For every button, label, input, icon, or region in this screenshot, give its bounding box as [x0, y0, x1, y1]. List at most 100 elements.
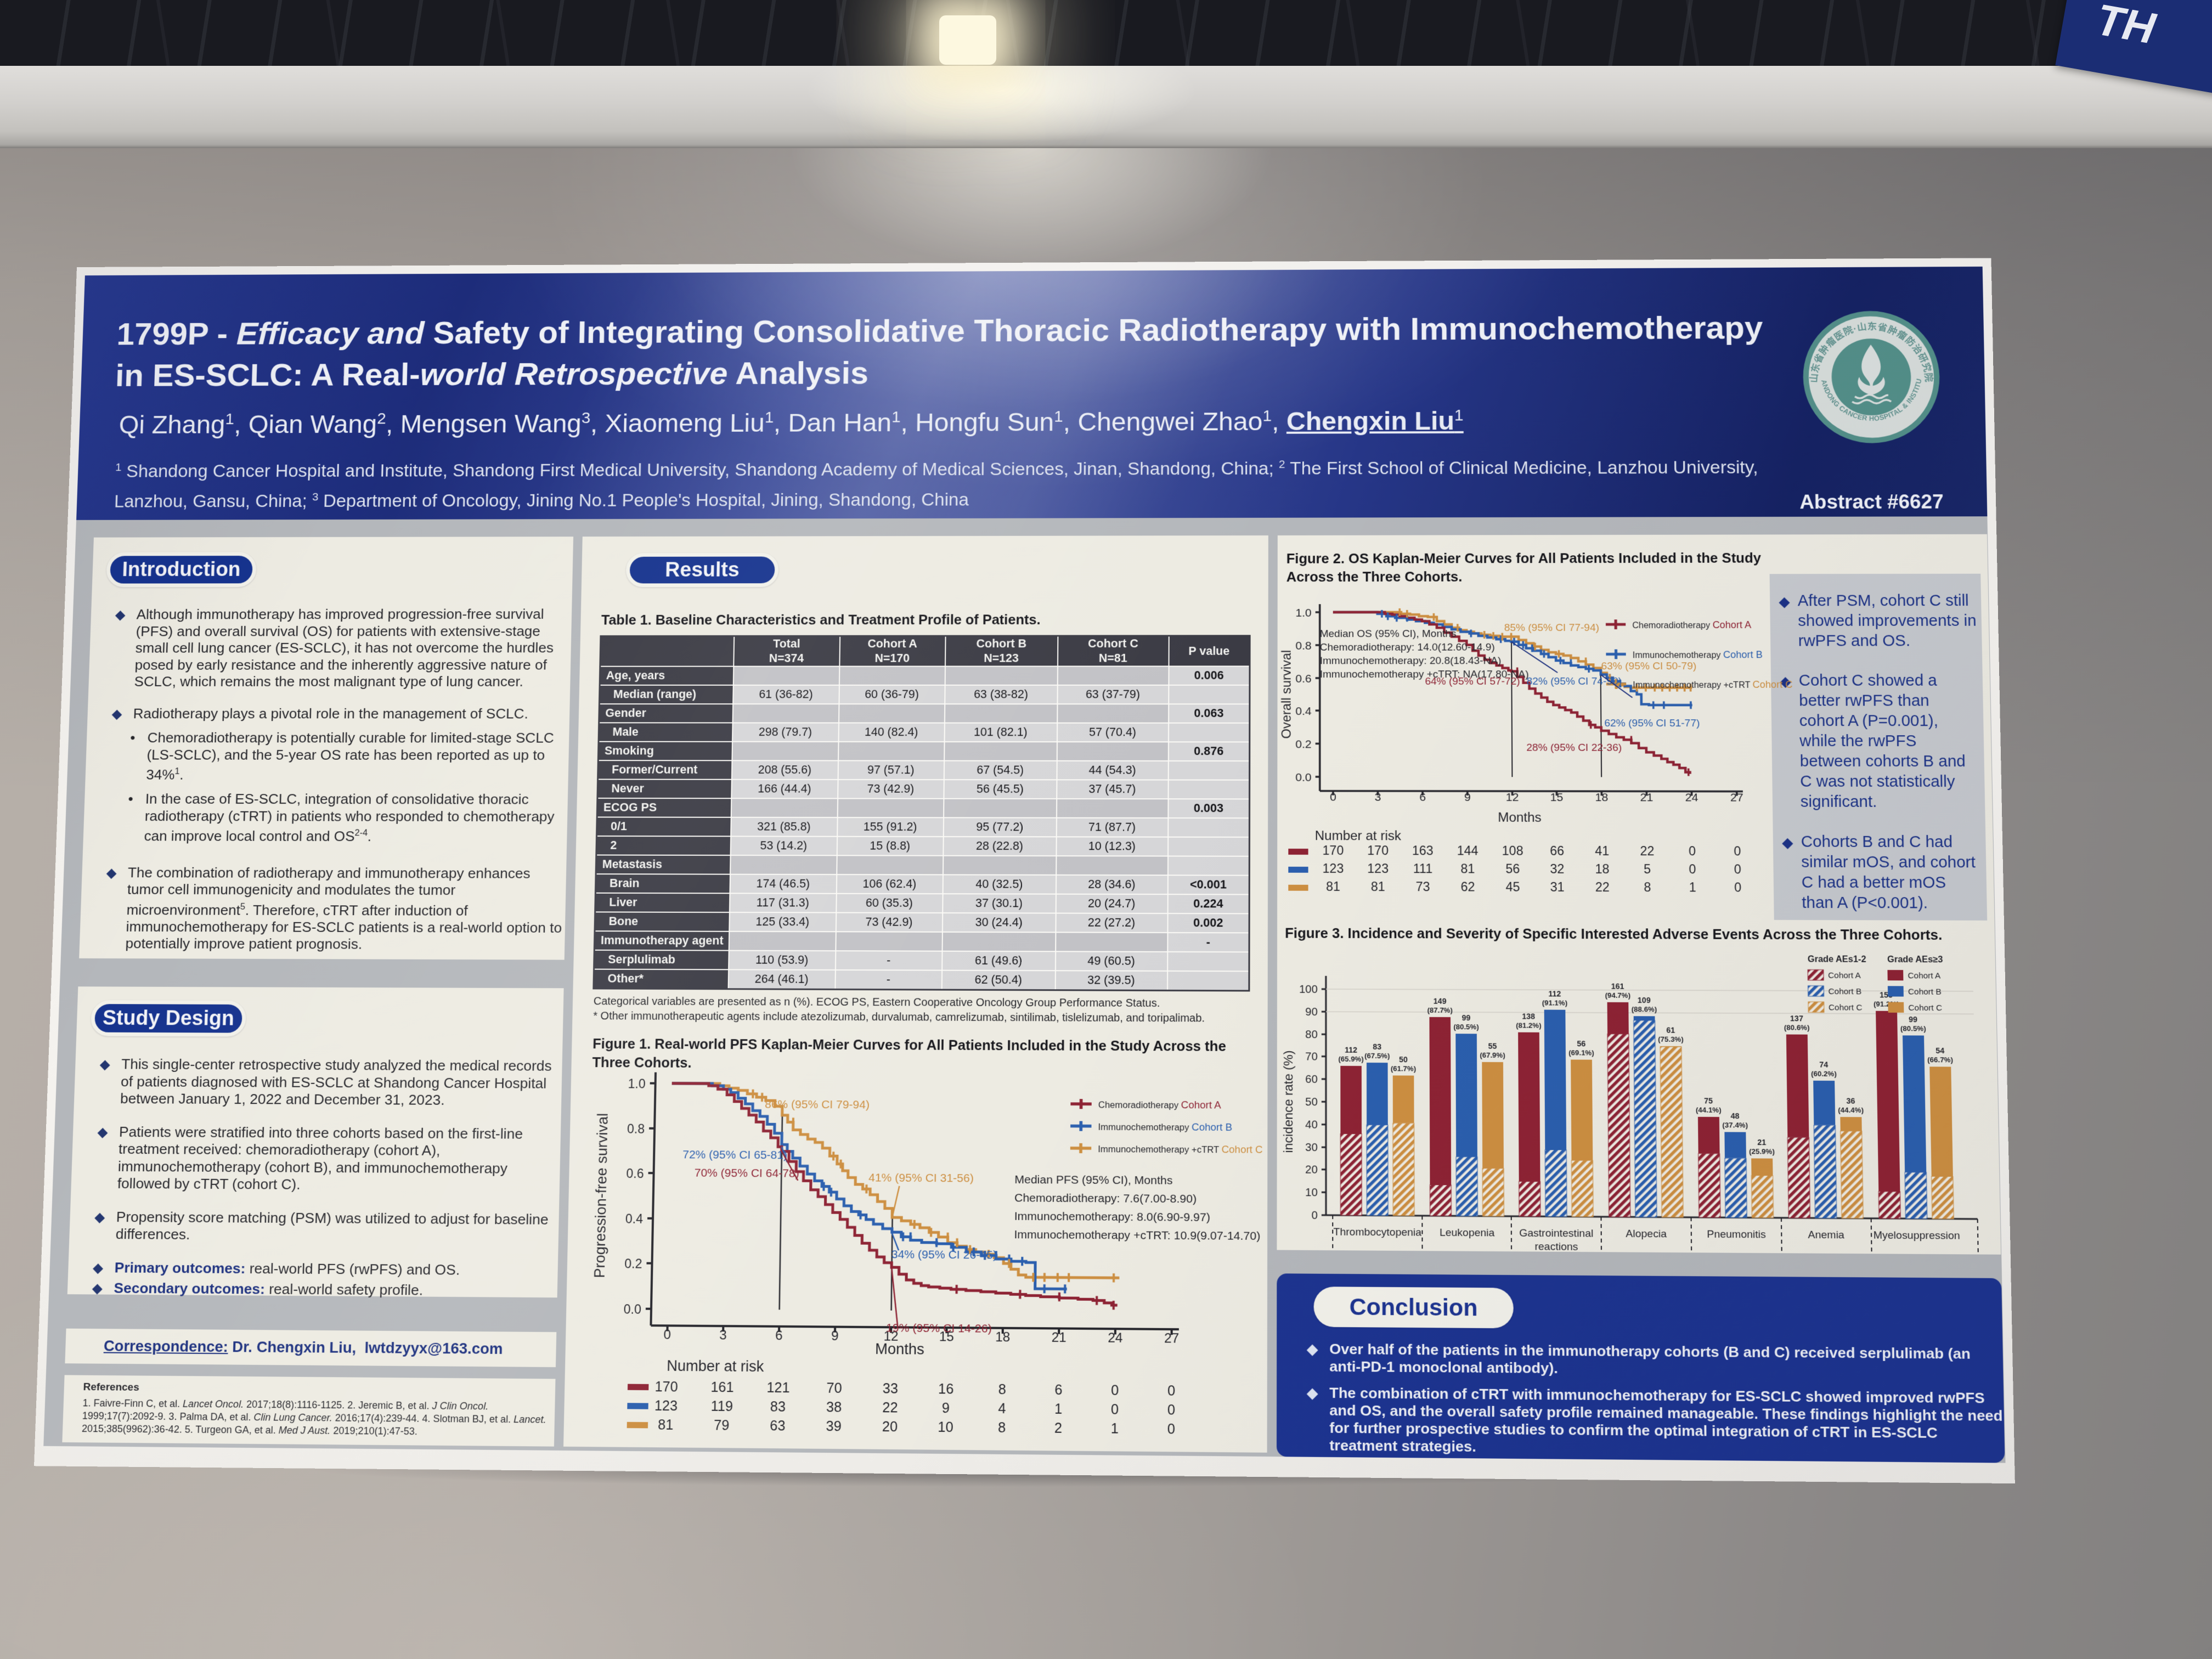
svg-text:0: 0	[1167, 1402, 1175, 1418]
svg-text:31: 31	[1550, 880, 1565, 894]
svg-text:incidence rate (%): incidence rate (%)	[1281, 1051, 1296, 1153]
svg-text:(81.2%): (81.2%)	[1516, 1022, 1541, 1030]
svg-text:38: 38	[826, 1400, 842, 1415]
svg-text:56: 56	[1505, 862, 1520, 876]
svg-text:(69.1%): (69.1%)	[1568, 1049, 1594, 1057]
svg-text:83: 83	[1373, 1042, 1381, 1051]
svg-text:0: 0	[1734, 844, 1741, 858]
svg-text:85% (95% CI 77-94): 85% (95% CI 77-94)	[1504, 622, 1599, 633]
svg-text:3: 3	[1375, 791, 1381, 804]
svg-text:61: 61	[1666, 1026, 1675, 1035]
svg-text:100: 100	[1299, 984, 1318, 996]
svg-text:Pneumonitis: Pneumonitis	[1707, 1228, 1766, 1240]
svg-text:Progression-free survival: Progression-free survival	[591, 1113, 611, 1278]
svg-text:34% (95% CI 26-45): 34% (95% CI 26-45)	[891, 1248, 997, 1262]
svg-text:0: 0	[663, 1327, 671, 1342]
svg-text:41: 41	[1595, 844, 1609, 858]
svg-text:(88.6%): (88.6%)	[1632, 1005, 1657, 1013]
svg-text:73: 73	[1416, 879, 1430, 894]
svg-text:64% (95% CI 57-72): 64% (95% CI 57-72)	[1425, 675, 1520, 687]
svg-text:Grade AEs1-2: Grade AEs1-2	[1808, 955, 1866, 964]
svg-text:90: 90	[1305, 1006, 1318, 1018]
svg-text:138: 138	[1522, 1012, 1535, 1021]
svg-text:2: 2	[1054, 1420, 1062, 1436]
svg-text:0.8: 0.8	[1295, 640, 1311, 652]
svg-text:(44.4%): (44.4%)	[1838, 1106, 1864, 1114]
svg-text:21: 21	[1640, 792, 1654, 804]
svg-text:99: 99	[1462, 1013, 1471, 1022]
svg-text:Gastrointestinal: Gastrointestinal	[1519, 1227, 1593, 1239]
svg-text:Immunochemotherapy +cTRT: 10.9: Immunochemotherapy +cTRT: 10.9(9.07-14.7…	[1014, 1228, 1260, 1243]
svg-text:0: 0	[1167, 1421, 1175, 1437]
svg-text:0: 0	[1734, 862, 1741, 876]
svg-text:60: 60	[1305, 1074, 1318, 1086]
svg-text:(75.3%): (75.3%)	[1658, 1035, 1684, 1043]
svg-text:1.0: 1.0	[1295, 607, 1311, 619]
svg-text:Cohort C: Cohort C	[1908, 1003, 1942, 1013]
svg-text:0: 0	[1734, 880, 1741, 894]
svg-text:6: 6	[1054, 1382, 1062, 1398]
svg-text:Immunochemotherapy: 20.8(18.43: Immunochemotherapy: 20.8(18.43-NA)	[1320, 655, 1502, 667]
svg-text:18: 18	[1595, 791, 1609, 804]
svg-text:50: 50	[1305, 1096, 1318, 1108]
svg-text:119: 119	[711, 1398, 733, 1414]
svg-text:9: 9	[942, 1401, 950, 1417]
svg-text:99: 99	[1909, 1015, 1917, 1024]
svg-text:Median OS (95% CI), Months: Median OS (95% CI), Months	[1320, 628, 1457, 639]
svg-text:63% (95% CI 50-79): 63% (95% CI 50-79)	[1601, 660, 1696, 672]
svg-text:33: 33	[883, 1381, 899, 1397]
svg-text:0: 0	[1330, 791, 1336, 804]
svg-text:20: 20	[882, 1419, 898, 1435]
svg-text:Grade AEs≥3: Grade AEs≥3	[1887, 955, 1943, 964]
svg-text:8: 8	[1644, 880, 1651, 894]
svg-text:1: 1	[1111, 1421, 1119, 1437]
svg-text:(66.7%): (66.7%)	[1927, 1056, 1953, 1064]
svg-text:Chemoradiotherapy: 7.6(7.00-8.: Chemoradiotherapy: 7.6(7.00-8.90)	[1014, 1192, 1197, 1205]
svg-text:21: 21	[1757, 1138, 1767, 1147]
svg-text:70: 70	[1305, 1051, 1318, 1063]
svg-text:(87.7%): (87.7%)	[1427, 1006, 1453, 1014]
svg-text:161: 161	[710, 1380, 734, 1396]
svg-text:Myelosuppression: Myelosuppression	[1874, 1229, 1960, 1241]
svg-text:48: 48	[1730, 1111, 1739, 1120]
svg-text:(61.7%): (61.7%)	[1391, 1065, 1416, 1073]
svg-text:0: 0	[1311, 1210, 1317, 1222]
svg-text:121: 121	[766, 1380, 790, 1396]
svg-text:22: 22	[882, 1400, 898, 1416]
svg-text:22: 22	[1640, 844, 1654, 858]
svg-text:55: 55	[1488, 1042, 1498, 1051]
svg-text:0.2: 0.2	[1295, 738, 1311, 751]
svg-text:Months: Months	[1498, 810, 1542, 825]
svg-text:170: 170	[1367, 843, 1389, 857]
svg-text:108: 108	[1502, 844, 1523, 858]
svg-text:66: 66	[1550, 844, 1564, 858]
svg-text:12: 12	[883, 1328, 898, 1344]
svg-text:Median PFS (95% CI), Months: Median PFS (95% CI), Months	[1014, 1173, 1172, 1187]
svg-text:81: 81	[1460, 861, 1475, 876]
svg-text:(91.2%): (91.2%)	[1874, 1000, 1899, 1008]
svg-text:75: 75	[1704, 1097, 1713, 1105]
svg-text:41% (95% CI 31-56): 41% (95% CI 31-56)	[868, 1171, 974, 1184]
svg-text:112: 112	[1548, 990, 1561, 998]
svg-text:81: 81	[1371, 879, 1385, 894]
svg-text:(60.2%): (60.2%)	[1811, 1070, 1837, 1078]
svg-text:Number at risk: Number at risk	[667, 1358, 764, 1375]
svg-text:(37.4%): (37.4%)	[1722, 1121, 1748, 1130]
svg-text:0: 0	[1689, 862, 1696, 876]
svg-text:24: 24	[1685, 792, 1699, 804]
svg-text:80: 80	[1305, 1029, 1318, 1041]
svg-text:27: 27	[1730, 792, 1743, 804]
svg-text:(25.9%): (25.9%)	[1749, 1148, 1775, 1156]
svg-text:54: 54	[1936, 1046, 1945, 1055]
svg-text:81: 81	[1326, 879, 1340, 894]
svg-text:24: 24	[1108, 1330, 1123, 1345]
svg-text:63: 63	[770, 1418, 786, 1434]
svg-text:28% (95% CI 22-36): 28% (95% CI 22-36)	[1526, 742, 1622, 753]
svg-text:0: 0	[1111, 1402, 1119, 1418]
svg-text:(65.9%): (65.9%)	[1338, 1055, 1363, 1063]
svg-text:10: 10	[1305, 1187, 1318, 1199]
svg-text:0: 0	[1689, 844, 1696, 858]
svg-text:Anemia: Anemia	[1808, 1229, 1845, 1241]
svg-text:123: 123	[654, 1398, 678, 1414]
svg-text:81: 81	[658, 1417, 674, 1433]
